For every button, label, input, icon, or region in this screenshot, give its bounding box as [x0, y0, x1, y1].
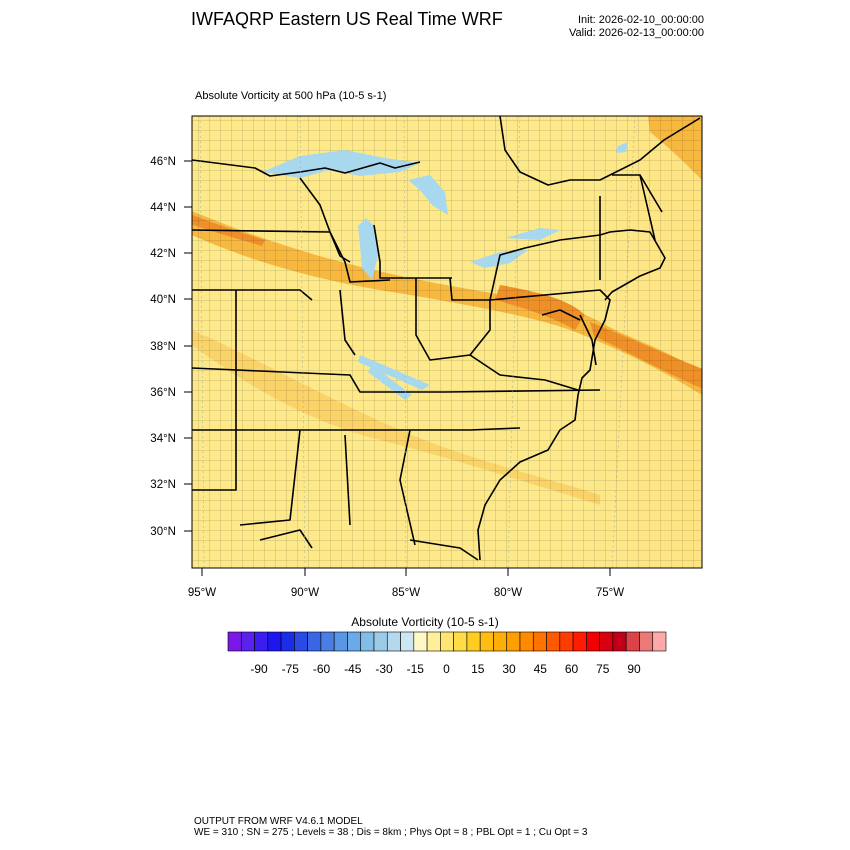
- colorbar-box: [586, 631, 600, 652]
- latitude-labels: 46°N 44°N 42°N 40°N 38°N 36°N 34°N 32°N 30°N: [150, 156, 176, 538]
- colorbar-box: [440, 631, 454, 652]
- lon-label: 85°W: [392, 587, 420, 599]
- colorbar-tick-label: -60: [313, 662, 331, 676]
- colorbar-tick-label: 0: [443, 662, 450, 676]
- colorbar-box: [294, 631, 308, 652]
- colorbar-tick-label: -15: [407, 662, 425, 676]
- longitude-labels: 95°W 90°W 85°W 80°W 75°W: [188, 587, 624, 599]
- colorbar: [227, 631, 667, 652]
- map-frame: [191, 115, 703, 569]
- lat-label: 34°N: [150, 433, 176, 445]
- colorbar-box: [426, 631, 441, 652]
- main-title: IWFAQRP Eastern US Real Time WRF: [191, 9, 503, 29]
- lat-label: 44°N: [150, 202, 176, 214]
- colorbar-box: [400, 631, 415, 652]
- lat-label: 46°N: [150, 156, 176, 168]
- colorbar-tick-label: 15: [471, 662, 485, 676]
- colorbar-box: [453, 631, 468, 652]
- lat-label: 32°N: [150, 479, 176, 491]
- colorbar-tick-labels: -90 -75 -60 -45 -30 -15 0 15 30 45 60 75 90: [250, 662, 641, 676]
- valid-time: Valid: 2026-02-13_00:00:00: [569, 27, 704, 39]
- colorbar-box: [267, 631, 282, 652]
- colorbar-box: [360, 631, 375, 652]
- longitude-ticks: [201, 568, 611, 576]
- graticule: [199, 116, 636, 568]
- colorbar-box: [333, 631, 348, 652]
- lon-label: 75°W: [596, 587, 624, 599]
- footer-model-line: OUTPUT FROM WRF V4.6.1 MODEL: [194, 816, 363, 827]
- colorbar-tick-label: 45: [534, 662, 548, 676]
- colorbar-box: [519, 631, 534, 652]
- colorbar-box: [254, 631, 269, 652]
- colorbar-box: [546, 631, 561, 652]
- colorbar-tick-label: 60: [565, 662, 579, 676]
- init-time: Init: 2026-02-10_00:00:00: [578, 14, 704, 26]
- colorbar-box: [413, 631, 428, 652]
- coastline-and-borders: [192, 116, 701, 561]
- colorbar-tick-label: -75: [282, 662, 300, 676]
- colorbar-box: [625, 631, 640, 652]
- colorbar-box: [652, 631, 667, 652]
- colorbar-box: [479, 631, 494, 652]
- colorbar-box: [639, 631, 654, 652]
- inland-water: [358, 355, 430, 400]
- colorbar-tick-label: 30: [502, 662, 516, 676]
- colorbar-tick-label: 90: [627, 662, 641, 676]
- colorbar-box: [227, 631, 242, 652]
- lon-label: 95°W: [188, 587, 216, 599]
- colorbar-box: [280, 631, 295, 652]
- colorbar-box: [572, 631, 587, 652]
- colorbar-box: [612, 631, 627, 652]
- lat-label: 30°N: [150, 526, 176, 538]
- field-title: Absolute Vorticity at 500 hPa (10-5 s-1): [195, 90, 387, 102]
- colorbar-box: [559, 631, 574, 652]
- colorbar-box: [373, 631, 388, 652]
- county-lines: [192, 116, 702, 568]
- colorbar-title: Absolute Vorticity (10-5 s-1): [351, 615, 499, 629]
- colorbar-box: [506, 631, 521, 652]
- colorbar-box: [599, 631, 614, 652]
- lat-label: 40°N: [150, 294, 176, 306]
- colorbar-box: [493, 631, 508, 652]
- colorbar-tick-label: 75: [596, 662, 610, 676]
- colorbar-tick-label: -90: [250, 662, 268, 676]
- footer-config-line: WE = 310 ; SN = 275 ; Levels = 38 ; Dis …: [194, 827, 588, 838]
- lat-label: 38°N: [150, 341, 176, 353]
- colorbar-tick-label: -45: [344, 662, 362, 676]
- great-lakes: [262, 150, 560, 280]
- colorbar-tick-label: -30: [375, 662, 393, 676]
- map-panel: [192, 116, 702, 568]
- latitude-ticks: [184, 160, 192, 532]
- colorbar-box: [320, 631, 335, 652]
- lat-label: 36°N: [150, 387, 176, 399]
- lon-label: 90°W: [291, 587, 319, 599]
- colorbar-box: [307, 631, 322, 652]
- colorbar-box: [386, 631, 401, 652]
- colorbar-box: [532, 631, 547, 652]
- colorbar-box: [466, 631, 481, 652]
- lake-small: [616, 142, 628, 153]
- colorbar-box: [240, 631, 255, 652]
- lon-label: 80°W: [494, 587, 522, 599]
- lat-label: 42°N: [150, 248, 176, 260]
- colorbar-box: [347, 631, 362, 652]
